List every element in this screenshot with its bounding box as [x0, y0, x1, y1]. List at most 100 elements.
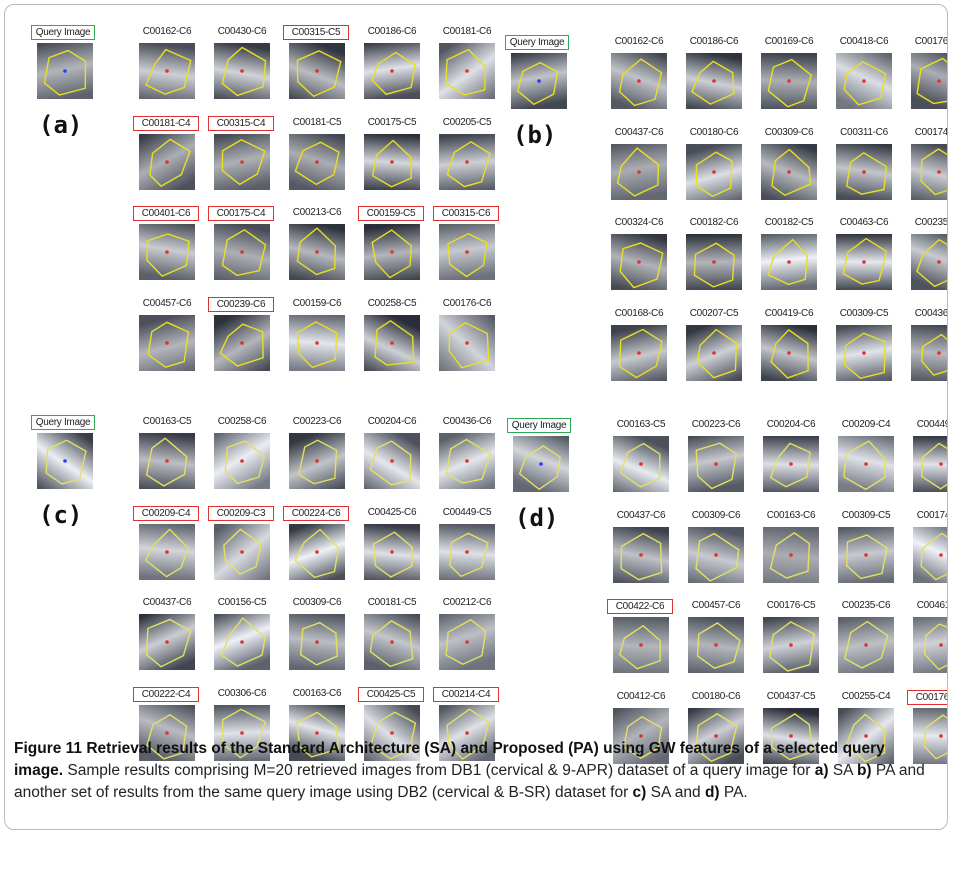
- thumbnail: [289, 134, 345, 190]
- result-label: C00186-C6: [679, 35, 749, 48]
- result-label: C00182-C6: [679, 216, 749, 229]
- thumbnail: [364, 524, 420, 580]
- caption-text: SA and: [646, 784, 705, 801]
- result-panel: Query Image (a)C00162-C6 C00430-C6 C0031…: [31, 25, 481, 355]
- thumbnail: [214, 315, 270, 371]
- result-label: C00176-C6: [432, 297, 502, 310]
- thumbnail: [613, 436, 669, 492]
- panel-letter: (c): [39, 501, 82, 529]
- result-label: C00437-C6: [604, 126, 674, 139]
- thumbnail: [761, 234, 817, 290]
- result-label: C00175-C4: [208, 206, 274, 221]
- result-label: C00168-C6: [604, 307, 674, 320]
- thumbnail: [37, 433, 93, 489]
- result-label: C00449-C5: [906, 418, 948, 431]
- result-label: C00463-C6: [829, 216, 899, 229]
- thumbnail: [911, 234, 948, 290]
- caption-text: Sample results comprising M=20 retrieved…: [63, 762, 815, 779]
- thumbnail: [364, 433, 420, 489]
- thumbnail: [214, 524, 270, 580]
- thumbnail: [913, 617, 948, 673]
- thumbnail: [364, 614, 420, 670]
- caption-text: SA: [829, 762, 857, 779]
- thumbnail: [214, 43, 270, 99]
- thumbnail: [439, 134, 495, 190]
- thumbnail: [913, 527, 948, 583]
- thumbnail: [139, 524, 195, 580]
- result-label: C00224-C6: [283, 506, 349, 521]
- thumbnail: [289, 224, 345, 280]
- thumbnail: [214, 433, 270, 489]
- thumbnail: [139, 134, 195, 190]
- result-label: C00174-C6: [906, 509, 948, 522]
- thumbnail: [763, 527, 819, 583]
- result-label: C00309-C6: [754, 126, 824, 139]
- thumbnail: [139, 315, 195, 371]
- thumbnail: [911, 53, 948, 109]
- thumbnail: [214, 614, 270, 670]
- result-label: C00422-C6: [607, 599, 673, 614]
- thumbnail: [838, 617, 894, 673]
- thumbnail: [686, 144, 742, 200]
- result-label: C00159-C6: [282, 297, 352, 310]
- thumbnail: [289, 433, 345, 489]
- thumbnail: [611, 325, 667, 381]
- thumbnail: [761, 53, 817, 109]
- thumbnail: [763, 617, 819, 673]
- thumbnail: [511, 53, 567, 109]
- thumbnail: [439, 614, 495, 670]
- result-label: C00181-C5: [357, 596, 427, 609]
- result-label: C00180-C6: [679, 126, 749, 139]
- thumbnail: [439, 224, 495, 280]
- thumbnail: [761, 144, 817, 200]
- thumbnail: [836, 234, 892, 290]
- result-label: C00181-C5: [282, 116, 352, 129]
- result-label: C00207-C5: [679, 307, 749, 320]
- caption-text: c): [633, 784, 647, 801]
- result-label: C00222-C4: [133, 687, 199, 702]
- thumbnail: [686, 53, 742, 109]
- result-label: C00162-C6: [604, 35, 674, 48]
- result-label: C00163-C6: [756, 509, 826, 522]
- caption-text: PA.: [720, 784, 748, 801]
- thumbnail: [763, 436, 819, 492]
- thumbnail: [289, 614, 345, 670]
- thumbnail: [911, 144, 948, 200]
- result-label: C00436-C6: [432, 415, 502, 428]
- caption-text: a): [815, 762, 829, 779]
- thumbnail: [139, 614, 195, 670]
- result-label: C00205-C5: [432, 116, 502, 129]
- result-label: C00309-C6: [681, 509, 751, 522]
- result-label: C00258-C5: [357, 297, 427, 310]
- result-label: C00425-C6: [357, 506, 427, 519]
- thumbnail: [611, 234, 667, 290]
- thumbnail: [37, 43, 93, 99]
- result-label: C00182-C5: [754, 216, 824, 229]
- result-label: C00176-C5: [756, 599, 826, 612]
- result-label: C00401-C6: [133, 206, 199, 221]
- result-label: C00311-C6: [829, 126, 899, 139]
- query-label: Query Image: [31, 25, 95, 40]
- thumbnail: [364, 224, 420, 280]
- thumbnail: [836, 325, 892, 381]
- result-label: C00258-C6: [207, 415, 277, 428]
- result-label: C00418-C6: [829, 35, 899, 48]
- result-label: C00457-C6: [132, 297, 202, 310]
- thumbnail: [289, 43, 345, 99]
- result-label: C00430-C6: [207, 25, 277, 38]
- result-label: C00163-C5: [132, 415, 202, 428]
- result-label: C00223-C6: [681, 418, 751, 431]
- result-label: C00449-C5: [432, 506, 502, 519]
- thumbnail: [214, 224, 270, 280]
- result-label: C00204-C6: [756, 418, 826, 431]
- result-label: C00204-C6: [357, 415, 427, 428]
- thumbnail: [139, 224, 195, 280]
- query-label: Query Image: [31, 415, 95, 430]
- result-label: C00214-C4: [433, 687, 499, 702]
- result-label: C00174-C6: [904, 126, 948, 139]
- caption-text: b): [857, 762, 872, 779]
- result-label: C00186-C6: [357, 25, 427, 38]
- result-label: C00315-C6: [433, 206, 499, 221]
- thumbnail: [686, 325, 742, 381]
- result-label: C00419-C6: [754, 307, 824, 320]
